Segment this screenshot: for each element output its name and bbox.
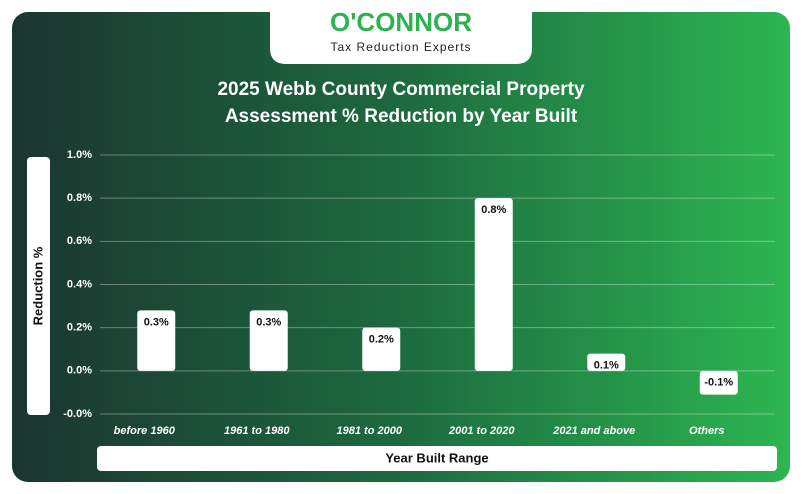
chart-title: Assessment % Reduction by Year Built (225, 106, 578, 127)
chart-title: 2025 Webb County Commercial Property (217, 79, 585, 100)
y-label-box (27, 157, 50, 415)
value-label: 0.1% (594, 359, 619, 371)
logo-tab (270, 12, 532, 64)
x-tick-label: before 1960 (114, 425, 176, 437)
x-tick-label: 1981 to 2000 (337, 425, 403, 437)
x-tick-label: 1961 to 1980 (224, 425, 290, 437)
value-label: 0.8% (481, 204, 506, 216)
value-label: 0.3% (144, 316, 169, 328)
value-label: -0.1% (704, 377, 733, 389)
bar (699, 370, 738, 395)
bar (249, 310, 288, 371)
x-tick-label: 2001 to 2020 (448, 425, 515, 437)
bar (362, 327, 401, 371)
y-tick-label: -0.0% (63, 408, 92, 420)
value-label: 0.2% (369, 334, 394, 346)
y-axis-label: Reduction % (30, 246, 45, 325)
bar (474, 198, 513, 371)
tagline: Tax Reduction Experts (330, 40, 471, 54)
x-label-box (97, 446, 777, 471)
bar (137, 310, 176, 371)
y-tick-label: 0.8% (67, 192, 92, 204)
y-tick-label: 0.6% (67, 235, 92, 247)
y-tick-label: 1.0% (67, 149, 92, 161)
y-tick-label: 0.0% (67, 365, 92, 377)
x-tick-label: Others (689, 425, 724, 437)
x-tick-label: 2021 and above (552, 425, 635, 437)
x-axis-label: Year Built Range (385, 450, 488, 465)
bar (587, 353, 626, 371)
y-tick-label: 0.4% (67, 278, 92, 290)
y-tick-label: 0.2% (67, 322, 92, 334)
value-label: 0.3% (256, 316, 281, 328)
brand: O'CONNOR (330, 7, 472, 37)
